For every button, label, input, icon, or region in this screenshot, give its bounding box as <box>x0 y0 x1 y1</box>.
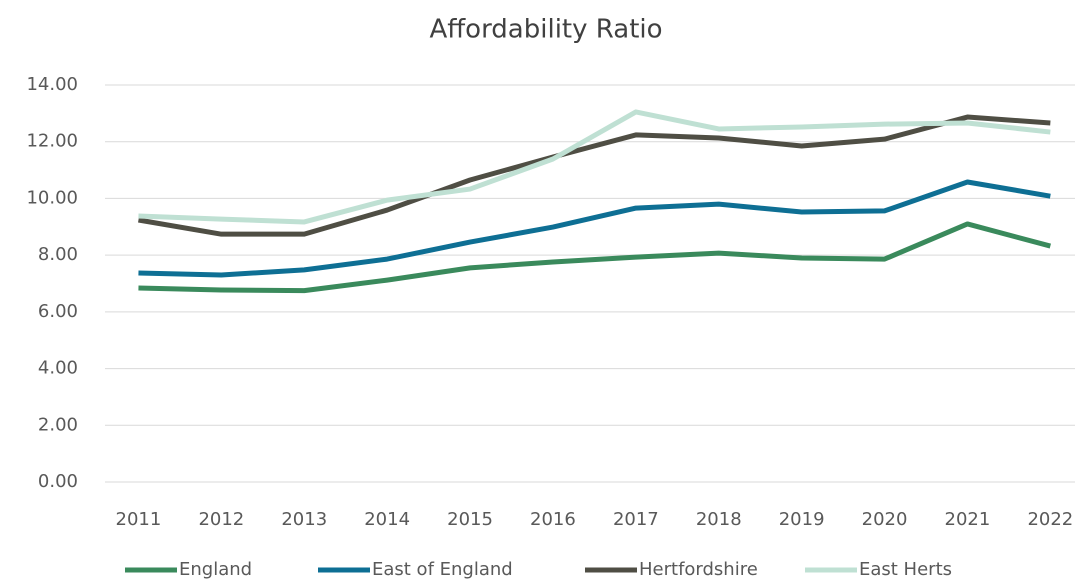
x-tick-label: 2022 <box>1027 509 1073 530</box>
series-line <box>138 114 1051 237</box>
y-tick-label: 14.00 <box>26 74 78 95</box>
legend-label: East of England <box>372 559 513 580</box>
y-tick-label: 2.00 <box>38 414 78 435</box>
x-tick-label: 2013 <box>281 509 327 530</box>
x-tick-label: 2019 <box>779 509 825 530</box>
x-tick-label: 2021 <box>945 509 991 530</box>
x-tick-label: 2014 <box>364 509 410 530</box>
y-tick-label: 6.00 <box>38 301 78 322</box>
legend-label: East Herts <box>859 559 952 580</box>
y-tick-label: 8.00 <box>38 244 78 265</box>
series-line <box>138 109 1051 225</box>
legend-label: Hertfordshire <box>639 559 758 580</box>
y-tick-label: 10.00 <box>26 187 78 208</box>
x-tick-label: 2020 <box>862 509 908 530</box>
series-line <box>138 179 1051 278</box>
x-tick-label: 2018 <box>696 509 742 530</box>
x-tick-label: 2016 <box>530 509 576 530</box>
series-line <box>138 221 1051 294</box>
y-tick-label: 4.00 <box>38 358 78 379</box>
x-tick-label: 2011 <box>116 509 162 530</box>
x-tick-label: 2017 <box>613 509 659 530</box>
y-tick-label: 12.00 <box>26 131 78 152</box>
legend-label: England <box>179 559 252 580</box>
x-tick-label: 2015 <box>447 509 493 530</box>
chart-title: Affordability Ratio <box>429 15 662 45</box>
y-tick-label: 0.00 <box>38 471 78 492</box>
x-tick-label: 2012 <box>198 509 244 530</box>
